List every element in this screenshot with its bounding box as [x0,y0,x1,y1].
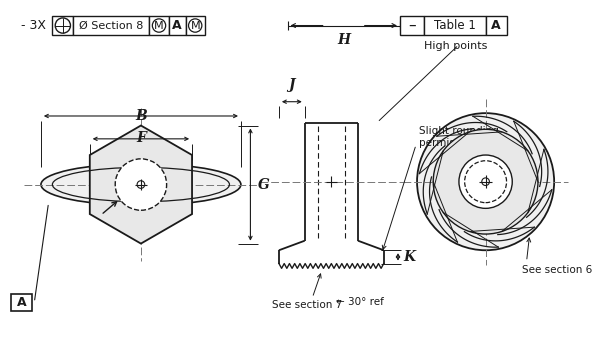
Circle shape [433,129,538,234]
FancyBboxPatch shape [400,16,424,35]
Text: G: G [258,178,270,192]
Text: A: A [491,19,501,32]
Text: H: H [337,33,350,47]
Text: - 3X: - 3X [21,19,46,32]
Text: Table 1: Table 1 [434,19,476,32]
Text: M: M [190,21,200,31]
FancyBboxPatch shape [11,294,32,311]
Text: A: A [17,296,27,309]
FancyBboxPatch shape [485,16,506,35]
Circle shape [115,159,167,210]
Text: –: – [408,18,416,33]
Circle shape [459,155,512,208]
Text: High points: High points [424,41,487,52]
Text: See section 7: See section 7 [272,300,343,310]
FancyBboxPatch shape [73,16,149,35]
FancyBboxPatch shape [52,16,73,35]
FancyBboxPatch shape [169,16,185,35]
Ellipse shape [41,164,241,205]
Circle shape [417,113,554,250]
Text: F: F [136,131,146,145]
Text: Ø Section 8: Ø Section 8 [79,21,143,31]
Text: Slight rounding
permissable: Slight rounding permissable [419,126,499,148]
Text: K: K [404,250,416,264]
Text: See section 6: See section 6 [522,265,592,274]
Text: M: M [154,21,164,31]
FancyBboxPatch shape [185,16,205,35]
FancyBboxPatch shape [424,16,485,35]
FancyBboxPatch shape [149,16,169,35]
Text: J: J [289,78,295,92]
Text: B: B [135,109,147,122]
Polygon shape [90,126,192,244]
Text: ← 30° ref: ← 30° ref [336,297,384,307]
Text: A: A [172,19,182,32]
